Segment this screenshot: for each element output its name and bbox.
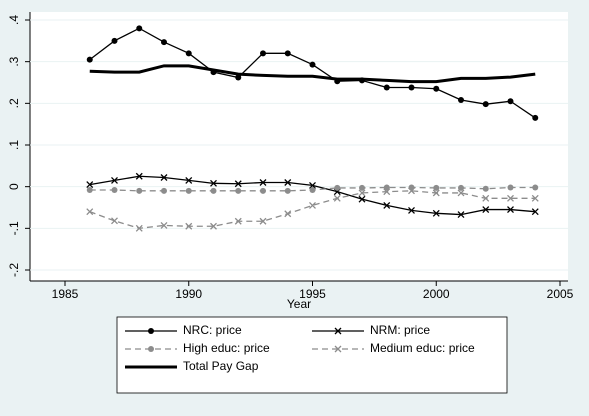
point — [260, 50, 266, 57]
legend-label: Total Pay Gap — [183, 359, 259, 373]
point — [234, 180, 242, 188]
point — [111, 187, 118, 193]
point — [507, 194, 514, 202]
point — [210, 179, 217, 187]
point — [260, 187, 266, 194]
x-tick-label: 1990 — [175, 287, 202, 301]
point — [148, 346, 154, 352]
series-line — [89, 64, 536, 84]
point — [86, 187, 93, 193]
point — [531, 194, 539, 202]
point — [334, 184, 341, 191]
point — [259, 179, 267, 186]
point — [86, 56, 93, 63]
point — [160, 221, 168, 229]
point — [383, 201, 391, 209]
point — [358, 189, 366, 197]
point — [457, 211, 465, 219]
point — [383, 184, 390, 191]
point — [309, 201, 316, 209]
point — [383, 84, 390, 91]
point — [408, 206, 415, 214]
legend-label: NRM: price — [370, 323, 430, 337]
y-tick-label: -.1 — [7, 221, 21, 235]
point — [507, 206, 514, 214]
point — [185, 176, 193, 184]
y-tick-label: 0 — [7, 183, 21, 190]
point — [284, 179, 292, 186]
point — [284, 187, 291, 194]
point — [185, 50, 192, 57]
point — [457, 189, 465, 197]
point — [334, 327, 342, 335]
x-axis-title: Year — [287, 297, 311, 311]
point — [135, 224, 143, 232]
point — [111, 176, 118, 184]
point — [532, 184, 539, 191]
x-tick-label: 1985 — [52, 287, 79, 301]
point — [408, 84, 415, 91]
point — [160, 174, 168, 181]
point — [111, 37, 118, 44]
point — [86, 181, 94, 189]
point — [433, 85, 440, 92]
y-tick-label: -.2 — [7, 263, 21, 277]
y-tick-label: .3 — [7, 56, 21, 66]
point — [482, 101, 489, 108]
point — [111, 217, 118, 225]
point — [358, 195, 366, 203]
point — [333, 194, 341, 202]
point — [235, 74, 242, 81]
point — [383, 188, 391, 196]
point — [210, 222, 217, 230]
point — [148, 328, 154, 334]
point — [161, 187, 167, 194]
legend — [116, 316, 508, 394]
point — [136, 187, 143, 194]
point — [507, 98, 514, 105]
point — [309, 187, 316, 193]
point — [234, 217, 242, 225]
point — [210, 187, 217, 194]
legend-label: Medium educ: price — [370, 341, 475, 355]
plot-area — [30, 12, 568, 281]
x-tick-label: 2005 — [547, 287, 574, 301]
point — [309, 61, 316, 68]
point — [408, 187, 415, 195]
point — [235, 187, 242, 194]
legend-label: High educ: price — [183, 341, 270, 355]
point — [458, 97, 464, 103]
point — [532, 114, 539, 121]
point — [359, 184, 365, 191]
point — [507, 184, 514, 191]
point — [86, 208, 94, 216]
point — [531, 208, 539, 216]
y-tick-label: .2 — [7, 98, 21, 108]
legend-label: NRC: price — [183, 323, 242, 337]
point — [433, 184, 440, 191]
point — [136, 25, 143, 32]
point — [482, 185, 489, 192]
y-tick-label: .1 — [7, 140, 21, 150]
point — [161, 39, 167, 46]
y-tick-label: .4 — [7, 15, 21, 25]
point — [482, 194, 490, 202]
point — [432, 189, 440, 197]
point — [259, 217, 267, 225]
point — [309, 181, 316, 189]
point — [432, 209, 440, 217]
point — [334, 345, 342, 353]
x-tick-label: 1995 — [299, 287, 326, 301]
point — [185, 222, 193, 230]
point — [284, 210, 292, 218]
point — [185, 187, 192, 194]
point — [284, 50, 291, 57]
point — [458, 184, 464, 191]
point — [135, 172, 143, 180]
point — [482, 206, 490, 214]
x-tick-label: 2000 — [423, 287, 450, 301]
